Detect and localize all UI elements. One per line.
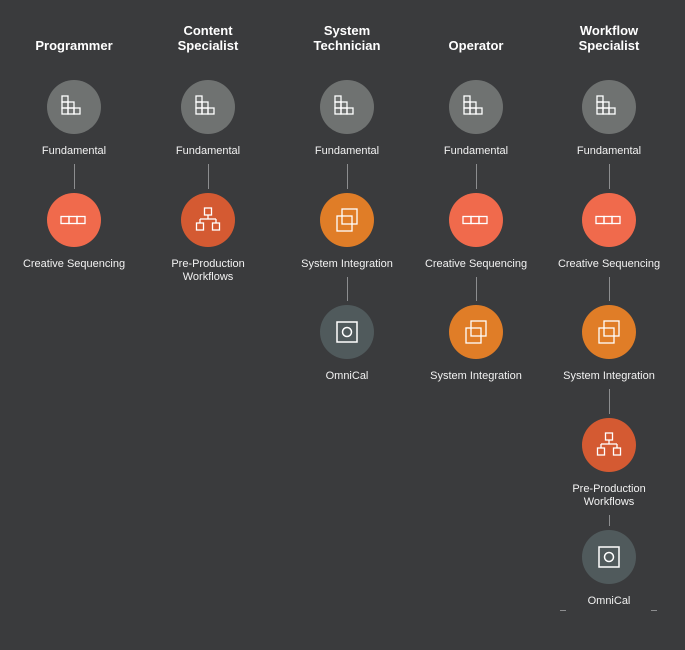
course-badge (582, 417, 636, 472)
role-column: Programmer Fundamental Creative Sequencing (6, 0, 142, 650)
role-column: Operator Fundamental Creative Sequencing Sy… (408, 0, 544, 650)
course-badge (449, 80, 503, 134)
course-label: System Integration (430, 370, 522, 382)
role-title: Content Specialist (177, 23, 239, 53)
path-connector (608, 164, 610, 189)
path-connector (207, 164, 209, 189)
course-badge (449, 192, 503, 247)
course-badge (320, 192, 374, 247)
course-label: System Integration (563, 370, 655, 382)
course-badge (320, 305, 374, 359)
course-label: Creative Sequencing (22, 257, 126, 270)
role-column: System Technician Fundamental System Integ… (279, 0, 415, 650)
course-badge (582, 305, 636, 359)
course-badge (47, 80, 101, 134)
course-badge (47, 192, 101, 247)
path-connector (475, 164, 477, 189)
role-column: Content Specialist Fundamental Pre-Product… (140, 0, 276, 650)
role-title: Workflow Specialist (578, 23, 640, 53)
course-label: Creative Sequencing (424, 257, 528, 270)
role-title: Programmer (35, 38, 113, 53)
course-label: Creative Sequencing (557, 257, 661, 270)
role-title: System Technician (313, 23, 381, 53)
course-badge (582, 80, 636, 134)
course-label: OmniCal (325, 370, 369, 382)
path-connector (608, 389, 610, 414)
course-badge (181, 192, 235, 247)
course-badge (582, 192, 636, 247)
course-label: Fundamental (443, 145, 509, 157)
course-label: Fundamental (314, 145, 380, 157)
role-title: Operator (448, 38, 504, 53)
path-connector (73, 164, 75, 189)
course-badge (320, 80, 374, 134)
course-label: System Integration (301, 257, 393, 270)
divider-tick (651, 610, 657, 611)
divider-tick (560, 610, 566, 611)
course-badge (582, 530, 636, 584)
course-label: OmniCal (587, 595, 631, 607)
course-label: Pre-Production Workflows (171, 257, 245, 283)
path-connector (475, 276, 477, 301)
course-label: Pre-Production Workflows (572, 482, 646, 508)
course-badge (181, 80, 235, 134)
path-connector (346, 276, 348, 301)
course-label: Fundamental (175, 145, 241, 157)
role-column: Workflow Specialist Fundamental Creative S… (541, 0, 677, 650)
course-label: Fundamental (576, 145, 642, 157)
path-connector (608, 514, 610, 526)
course-label: Fundamental (41, 145, 107, 157)
path-connector (346, 164, 348, 189)
course-badge (449, 305, 503, 359)
path-connector (608, 276, 610, 301)
